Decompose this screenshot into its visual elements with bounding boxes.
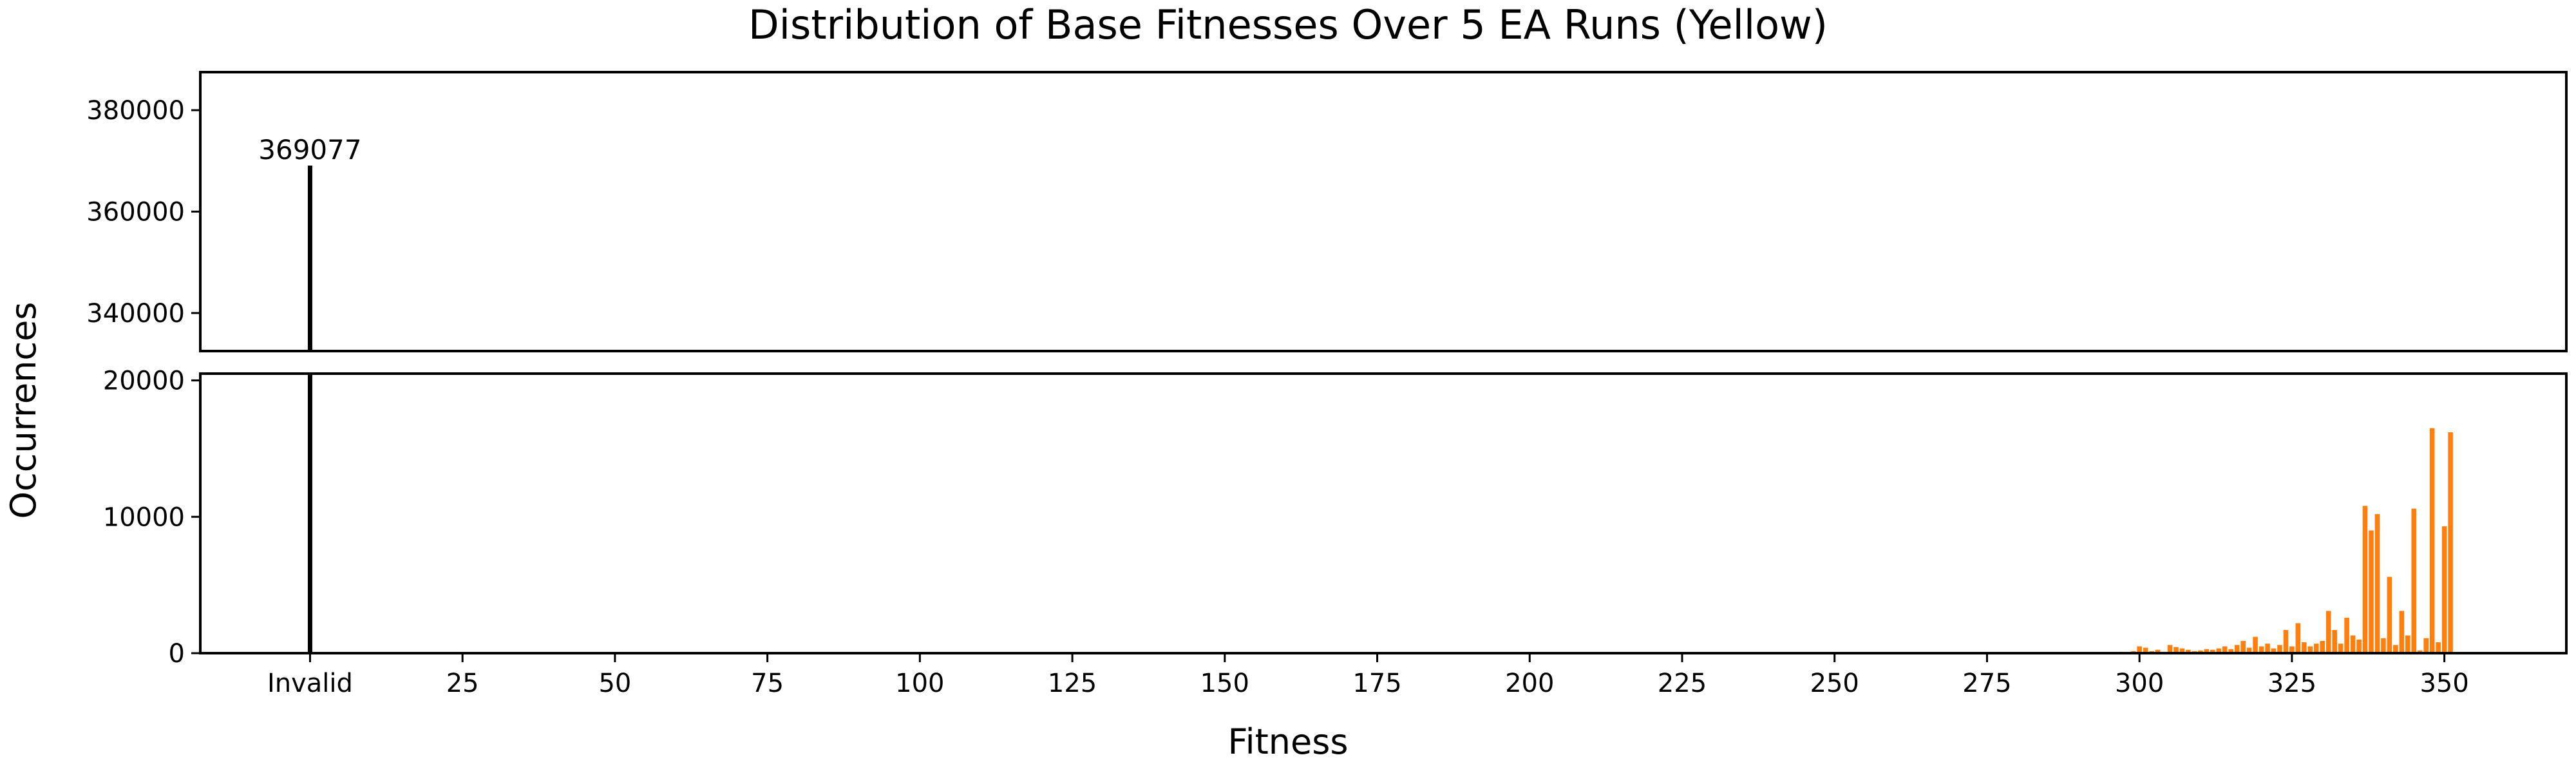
x-tick-label-Invalid: Invalid	[267, 669, 353, 698]
bar-fitness-323	[2277, 645, 2282, 653]
bar-invalid-upper	[307, 166, 312, 351]
x-tick-label-350: 350	[2420, 669, 2468, 698]
bar-fitness-322	[2271, 648, 2277, 653]
bar-fitness-343	[2399, 611, 2405, 653]
x-tick-label-25: 25	[446, 669, 479, 698]
bar-fitness-306	[2174, 647, 2179, 653]
bar-fitness-318	[2246, 647, 2252, 653]
chart-title: Distribution of Base Fitnesses Over 5 EA…	[748, 1, 1828, 48]
bar-fitness-342	[2393, 645, 2398, 653]
bar-fitness-310	[2198, 650, 2203, 653]
x-tick-label-175: 175	[1352, 669, 1401, 698]
upper-y-tick-label-360000: 360000	[86, 198, 185, 227]
bar-fitness-331	[2325, 611, 2331, 653]
bar-fitness-317	[2240, 640, 2246, 653]
bar-fitness-328	[2307, 646, 2313, 653]
bar-invalid-lower	[307, 374, 312, 653]
bar-fitness-340	[2381, 638, 2386, 653]
upper-y-ticks: 340000 360000 380000	[86, 96, 200, 329]
bar-fitness-305	[2167, 645, 2173, 653]
x-tick-label-300: 300	[2115, 669, 2164, 698]
bar-fitness-337	[2362, 506, 2368, 653]
x-tick-label-150: 150	[1200, 669, 1249, 698]
bar-fitness-339	[2374, 514, 2380, 653]
bar-fitness-347	[2423, 638, 2429, 653]
lower-x-ticks: Invalid 25 50 75 100 125 150 175 200 225 250 275 300…	[267, 653, 2469, 698]
upper-panel-frame	[199, 71, 2568, 352]
bar-fitness-333	[2338, 644, 2344, 653]
x-tick-label-50: 50	[598, 669, 631, 698]
x-tick-label-200: 200	[1505, 669, 1554, 698]
bar-invalid-value-label: 369077	[258, 134, 361, 166]
x-tick-label-125: 125	[1048, 669, 1097, 698]
lower-panel: 0 10000 20000 Invalid 25 50 75 100 125 150 175 200…	[103, 367, 2568, 698]
bar-fitness-330	[2320, 640, 2325, 653]
bar-fitness-350	[2441, 526, 2447, 653]
bar-fitness-324	[2283, 630, 2289, 653]
bar-fitness-307	[2179, 648, 2185, 653]
bar-fitness-329	[2313, 644, 2319, 653]
upper-bars	[307, 166, 312, 351]
upper-y-tick-label-340000: 340000	[86, 299, 185, 329]
bar-fitness-325	[2289, 646, 2295, 653]
bar-fitness-308	[2186, 649, 2191, 653]
bar-fitness-300	[2137, 646, 2142, 653]
bar-fitness-332	[2332, 630, 2337, 653]
lower-y-tick-label-20000: 20000	[103, 367, 185, 396]
bar-fitness-321	[2265, 644, 2270, 653]
bar-fitness-338	[2369, 530, 2374, 653]
upper-y-tick-label-380000: 380000	[86, 96, 185, 126]
bar-fitness-319	[2253, 636, 2258, 653]
bar-fitness-349	[2436, 642, 2441, 653]
x-tick-label-250: 250	[1810, 669, 1859, 698]
bar-fitness-301	[2143, 647, 2148, 653]
bar-fitness-336	[2356, 639, 2362, 653]
x-axis-label: Fitness	[1227, 721, 1348, 762]
bar-fitness-348	[2429, 428, 2435, 653]
bar-fitness-312	[2210, 649, 2215, 653]
bar-fitness-345	[2411, 508, 2417, 653]
x-tick-label-225: 225	[1658, 669, 1707, 698]
lower-bars	[307, 374, 2453, 653]
x-tick-label-100: 100	[895, 669, 944, 698]
bar-fitness-315	[2228, 649, 2233, 653]
bar-fitness-311	[2204, 649, 2210, 653]
bar-fitness-346	[2417, 650, 2423, 653]
bar-fitness-335	[2350, 635, 2356, 653]
bar-fitness-351	[2448, 432, 2453, 653]
bar-fitness-314	[2222, 646, 2228, 653]
bar-fitness-344	[2405, 635, 2410, 653]
lower-y-tick-label-0: 0	[169, 639, 185, 669]
lower-panel-frame	[199, 372, 2568, 654]
bar-fitness-316	[2234, 645, 2240, 653]
x-tick-label-75: 75	[751, 669, 784, 698]
bar-fitness-313	[2216, 648, 2222, 653]
x-tick-label-325: 325	[2268, 669, 2316, 698]
bar-fitness-334	[2344, 617, 2349, 653]
bar-fitness-327	[2302, 642, 2307, 653]
lower-y-tick-label-10000: 10000	[103, 502, 185, 532]
x-tick-label-275: 275	[1962, 669, 2011, 698]
upper-annotations: 369077	[258, 134, 361, 166]
bar-fitness-326	[2295, 623, 2301, 653]
bar-fitness-303	[2155, 649, 2161, 653]
lower-y-ticks: 0 10000 20000	[103, 367, 200, 669]
y-axis-label: Occurrences	[3, 302, 44, 519]
bar-fitness-341	[2387, 577, 2392, 653]
upper-panel: 340000 360000 380000 369077	[86, 71, 2568, 352]
bar-fitness-320	[2259, 646, 2264, 653]
